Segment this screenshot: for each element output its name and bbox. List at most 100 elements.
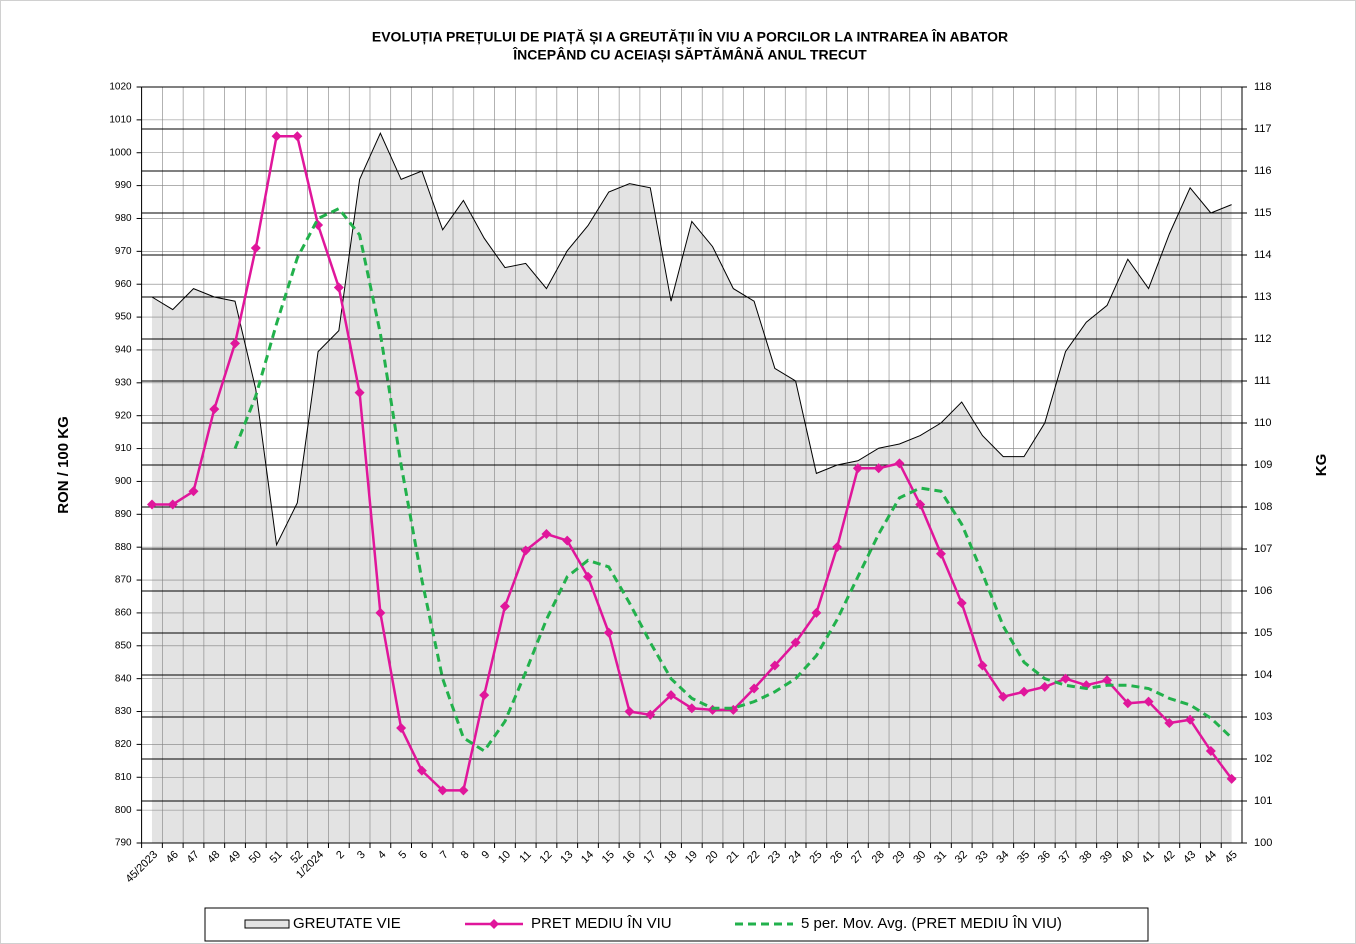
y2-tick-label: 108 [1254,501,1272,513]
price-marker [1205,745,1216,756]
price-marker [375,607,386,618]
price-marker [624,706,635,717]
y-tick-label: 1020 [109,82,132,93]
price-marker [1185,714,1196,725]
y-tick-label: 980 [115,213,132,224]
price-marker [769,660,780,671]
price-marker [977,660,988,671]
price-marker [541,529,552,540]
legend-label: 5 per. Mov. Avg. (PRET MEDIU ÎN VIU) [801,915,1062,932]
y-tick-label: 970 [115,246,132,257]
y-tick-label: 990 [115,180,132,191]
price-marker [749,683,760,694]
price-marker [250,243,261,254]
price-marker [998,691,1009,702]
y-tick-label: 840 [115,673,132,684]
area-fill [151,133,1232,843]
price-marker [915,499,926,510]
legend-marker [489,919,499,929]
y2-tick-label: 114 [1254,249,1272,261]
y-tick-label: 910 [115,443,132,454]
y-tick-label: 830 [115,706,132,717]
y2-tick-label: 106 [1254,585,1272,597]
price-marker [479,690,490,701]
price-marker [292,131,303,142]
y2-axis-title: KG [1313,454,1330,477]
price-marker [271,131,282,142]
price-marker [437,785,448,796]
chart-title: EVOLUȚIA PREȚULUI DE PIAȚĂ ȘI A GREUTĂȚI… [372,28,1008,45]
legend-box [204,907,1149,942]
price-marker [1122,698,1133,709]
price-marker [520,545,531,556]
y2-tick-label: 115 [1254,207,1272,219]
price-marker [873,463,884,474]
price-marker [1143,696,1154,707]
price-marker [852,463,863,474]
y-tick-label: 960 [115,279,132,290]
y-axis-title: RON / 100 KG [55,416,72,514]
y2-tick-label: 113 [1254,291,1272,303]
y2-tick-label: 107 [1254,543,1272,555]
y-tick-label: 870 [115,575,132,586]
y2-tick-label: 100 [1254,837,1272,849]
y2-tick-label: 102 [1254,753,1272,765]
y2-tick-label: 103 [1254,711,1272,723]
chart-subtitle: ÎNCEPÂND CU ACEIAȘI SĂPTĂMÂNĂ ANUL TRECU… [512,46,867,63]
y-tick-label: 920 [115,410,132,421]
y-tick-label: 790 [115,838,132,849]
price-marker [935,548,946,559]
price-marker [603,627,614,638]
legend-label: GREUTATE VIE [293,915,401,932]
price-marker [582,571,593,582]
y-tick-label: 880 [115,542,132,553]
price-marker [188,486,199,497]
y2-tick-label: 110 [1254,417,1272,429]
y-tick-label: 860 [115,608,132,619]
price-marker [354,387,365,398]
price-marker [790,637,801,648]
price-marker [1018,686,1029,697]
price-marker [956,598,967,609]
y2-tick-label: 109 [1254,459,1272,471]
y-tick-label: 1010 [109,115,132,126]
price-marker [894,458,905,469]
price-marker [1039,681,1050,692]
price-marker [499,601,510,612]
y2-tick-label: 117 [1254,123,1272,135]
y-tick-label: 800 [115,805,132,816]
y-tick-label: 890 [115,509,132,520]
price-marker [1226,773,1237,784]
price-marker [832,542,843,553]
price-marker [562,535,573,546]
y2-tick-label: 116 [1254,165,1272,177]
price-marker [209,404,220,415]
y-tick-label: 810 [115,772,132,783]
legend-label: PRET MEDIU ÎN VIU [531,915,672,932]
price-marker [396,722,407,733]
price-marker [146,499,157,510]
legend-swatch [244,919,290,929]
price-marker [666,690,677,701]
moving-average-line [233,206,1233,753]
y2-tick-label: 118 [1254,81,1272,93]
y-tick-label: 850 [115,640,132,651]
y2-tick-label: 101 [1254,795,1272,807]
y-tick-label: 950 [115,312,132,323]
price-marker [458,785,469,796]
y2-tick-label: 111 [1254,375,1271,387]
y-tick-label: 900 [115,476,132,487]
y-tick-label: 930 [115,377,132,388]
price-marker [333,282,344,293]
area-line [151,131,1232,547]
y2-tick-label: 105 [1254,627,1272,639]
y2-tick-label: 104 [1254,669,1272,681]
price-marker [1060,673,1071,684]
price-marker [416,765,427,776]
price-marker [645,709,656,720]
price-marker [1164,718,1175,729]
price-marker [167,499,178,510]
price-marker [230,338,241,349]
y-tick-label: 940 [115,345,132,356]
